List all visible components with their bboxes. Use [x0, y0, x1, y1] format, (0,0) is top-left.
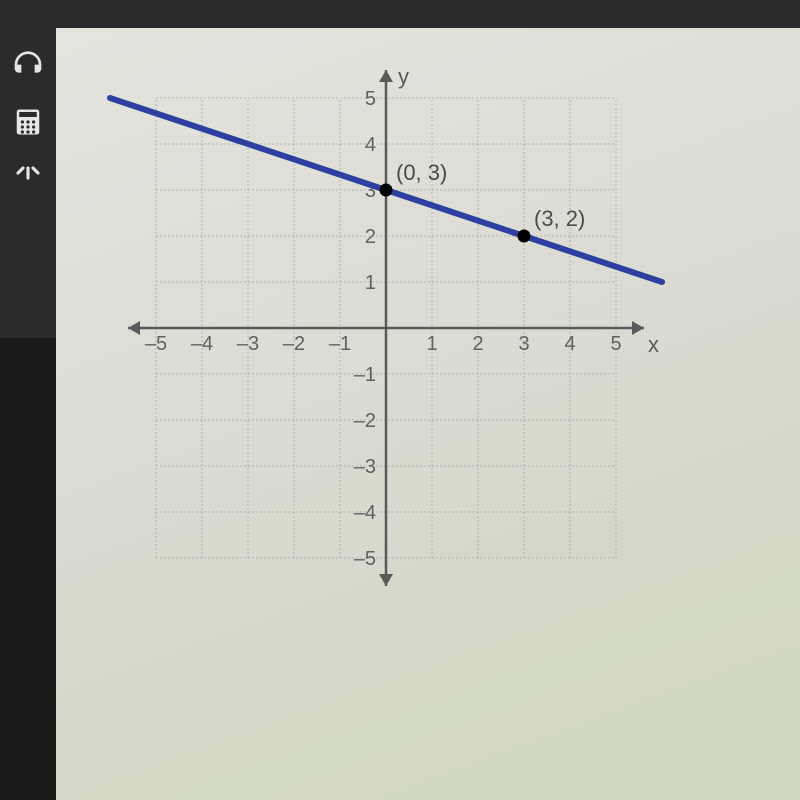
svg-text:x: x [648, 332, 659, 357]
window-title-bar [0, 0, 800, 28]
svg-text:–3: –3 [354, 456, 376, 478]
svg-text:–3: –3 [237, 333, 259, 355]
svg-text:5: 5 [365, 88, 376, 110]
svg-text:–2: –2 [283, 333, 305, 355]
svg-text:y: y [398, 64, 409, 89]
svg-text:–2: –2 [354, 410, 376, 432]
svg-text:–5: –5 [145, 333, 167, 355]
content-area: –5–4–3–2–11234512345–1–2–3–4–5xy(0, 3)(3… [56, 28, 800, 800]
svg-text:4: 4 [564, 333, 575, 355]
screen-root: –5–4–3–2–11234512345–1–2–3–4–5xy(0, 3)(3… [0, 0, 800, 800]
coordinate-graph: –5–4–3–2–11234512345–1–2–3–4–5xy(0, 3)(3… [86, 48, 686, 608]
graph-svg: –5–4–3–2–11234512345–1–2–3–4–5xy(0, 3)(3… [86, 48, 686, 608]
svg-text:3: 3 [518, 333, 529, 355]
svg-text:2: 2 [365, 226, 376, 248]
svg-text:2: 2 [472, 333, 483, 355]
side-toolbar [0, 28, 56, 338]
svg-text:–4: –4 [354, 502, 376, 524]
svg-text:4: 4 [365, 134, 376, 156]
svg-text:(0, 3): (0, 3) [396, 160, 447, 185]
svg-text:1: 1 [365, 272, 376, 294]
svg-text:–5: –5 [354, 548, 376, 570]
svg-text:–1: –1 [354, 364, 376, 386]
svg-text:–1: –1 [329, 333, 351, 355]
svg-text:5: 5 [610, 333, 621, 355]
svg-text:(3, 2): (3, 2) [534, 206, 585, 231]
svg-text:–4: –4 [191, 333, 213, 355]
pointer-icon[interactable] [6, 156, 50, 200]
svg-text:1: 1 [426, 333, 437, 355]
calculator-icon[interactable] [6, 100, 50, 144]
headphones-icon[interactable] [6, 44, 50, 88]
